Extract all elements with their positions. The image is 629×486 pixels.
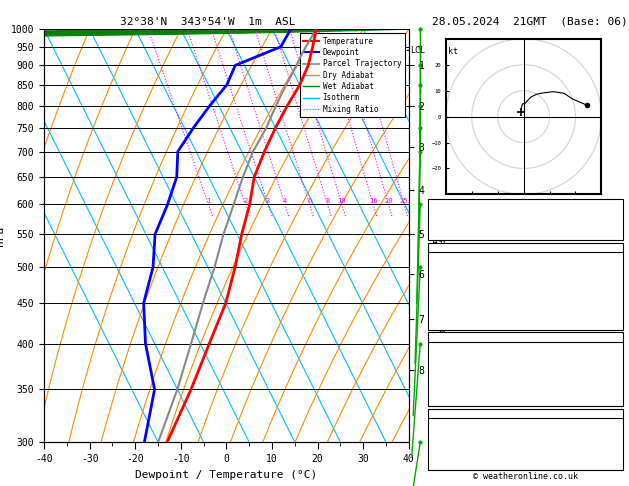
Text: θₑ (K): θₑ (K) <box>431 358 463 367</box>
Text: Temp (°C): Temp (°C) <box>431 256 479 265</box>
Text: 0: 0 <box>614 397 620 405</box>
Text: θₑ(K): θₑ(K) <box>431 281 458 291</box>
Text: 0: 0 <box>614 307 620 316</box>
Text: Lifted Index: Lifted Index <box>431 295 496 303</box>
Text: 1020: 1020 <box>598 345 620 354</box>
Text: 319: 319 <box>603 281 620 291</box>
Text: 2: 2 <box>614 460 620 469</box>
Text: 20: 20 <box>384 198 392 205</box>
Text: SREH: SREH <box>431 434 452 443</box>
Y-axis label: km
ASL: km ASL <box>432 225 450 246</box>
Text: CAPE (J): CAPE (J) <box>431 307 474 316</box>
Text: StmSpd (kt): StmSpd (kt) <box>431 460 490 469</box>
Text: 35: 35 <box>609 434 620 443</box>
Text: Pressure (mb): Pressure (mb) <box>431 345 501 354</box>
Text: 7: 7 <box>614 371 620 380</box>
Text: Totals Totals: Totals Totals <box>431 215 501 225</box>
Text: K: K <box>431 203 437 211</box>
Text: 19.7: 19.7 <box>598 256 620 265</box>
Text: 7: 7 <box>614 295 620 303</box>
Text: Surface: Surface <box>506 243 544 252</box>
Text: CAPE (J): CAPE (J) <box>431 383 474 393</box>
Text: 28.05.2024  21GMT  (Base: 06): 28.05.2024 21GMT (Base: 06) <box>432 17 628 27</box>
Text: 1.71: 1.71 <box>598 228 620 237</box>
Text: 6: 6 <box>308 198 311 205</box>
Text: 4: 4 <box>283 198 287 205</box>
Text: StmDir: StmDir <box>431 447 463 456</box>
Text: 10: 10 <box>338 198 346 205</box>
Text: Mixing Ratio (g/kg): Mixing Ratio (g/kg) <box>439 246 448 349</box>
Text: 1: 1 <box>206 198 211 205</box>
Text: 3: 3 <box>266 198 270 205</box>
Text: 31: 31 <box>609 421 620 431</box>
Text: CIN (J): CIN (J) <box>431 320 469 329</box>
Text: Lifted Index: Lifted Index <box>431 371 496 380</box>
Y-axis label: hPa: hPa <box>0 226 5 246</box>
Text: 2: 2 <box>243 198 247 205</box>
Text: kt: kt <box>448 47 459 56</box>
Text: PW (cm): PW (cm) <box>431 228 469 237</box>
Text: 151°: 151° <box>598 447 620 456</box>
Text: LCL: LCL <box>410 46 425 55</box>
Text: © weatheronline.co.uk: © weatheronline.co.uk <box>473 472 577 481</box>
Text: -10: -10 <box>603 203 620 211</box>
Text: 0: 0 <box>614 320 620 329</box>
Text: EH: EH <box>431 421 442 431</box>
Text: Dewp (°C): Dewp (°C) <box>431 269 479 278</box>
Text: 16: 16 <box>369 198 377 205</box>
Text: Hodograph: Hodograph <box>501 409 549 418</box>
Text: CIN (J): CIN (J) <box>431 397 469 405</box>
Text: 32°38'N  343°54'W  1m  ASL: 32°38'N 343°54'W 1m ASL <box>120 17 296 27</box>
Text: 14.1: 14.1 <box>598 269 620 278</box>
Legend: Temperature, Dewpoint, Parcel Trajectory, Dry Adiabat, Wet Adiabat, Isotherm, Mi: Temperature, Dewpoint, Parcel Trajectory… <box>299 33 405 117</box>
Text: 25: 25 <box>400 198 408 205</box>
X-axis label: Dewpoint / Temperature (°C): Dewpoint / Temperature (°C) <box>135 469 318 480</box>
Text: Most Unstable: Most Unstable <box>490 333 560 342</box>
Text: 8: 8 <box>325 198 330 205</box>
Text: 0: 0 <box>614 383 620 393</box>
Text: 30: 30 <box>609 215 620 225</box>
Text: 319: 319 <box>603 358 620 367</box>
